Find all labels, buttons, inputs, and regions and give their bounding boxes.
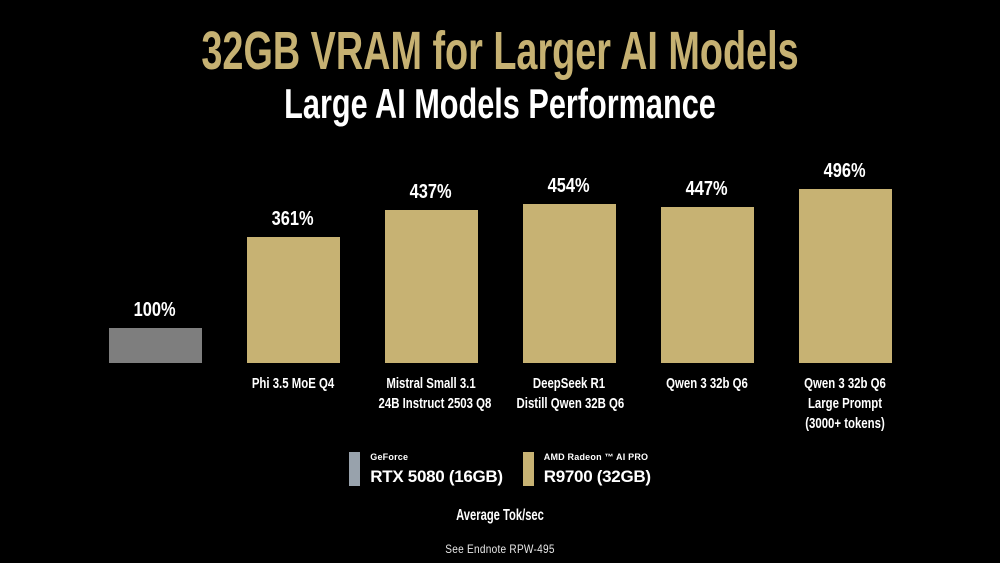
category-line: DeepSeek R1: [532, 375, 606, 392]
category-label-qwen: Qwen 3 32b Q6: [638, 374, 776, 434]
axis-note: Average Tok/sec: [456, 507, 544, 524]
amd-color-swatch: [522, 452, 534, 486]
bar-phi-3-5-moe: [246, 237, 340, 363]
bar-column-qwen: 447%: [638, 179, 776, 363]
bar-qwen3-32b: [660, 207, 754, 363]
bar-qwen3-32b-large-prompt: [798, 189, 892, 363]
bar-deepseek-r1: [522, 204, 616, 363]
bar-column-phi: 361%: [224, 209, 362, 363]
bar-column-qwen-large-prompt: 496%: [776, 161, 914, 363]
legend-brand-geforce: GeForce: [370, 452, 409, 462]
bar-mistral-small: [384, 210, 478, 363]
value-label: 496%: [824, 160, 866, 182]
category-labels-row: Phi 3.5 MoE Q4 Mistral Small 3.1 24B Ins…: [86, 374, 914, 434]
legend-item-amd: AMD Radeon ™ AI PRO R9700 (32GB): [522, 452, 651, 486]
page-title: 32GB VRAM for Larger AI Models: [201, 21, 799, 81]
bar-column-deepseek: 454%: [500, 176, 638, 363]
category-line: Phi 3.5 MoE Q4: [251, 375, 335, 392]
legend-brand-amd-radeon: AMD Radeon ™ AI PRO: [543, 452, 649, 462]
geforce-color-swatch: [349, 452, 361, 486]
value-label: 454%: [548, 175, 590, 197]
bar-baseline-rtx5080: [108, 328, 202, 363]
category-label-deepseek: DeepSeek R1 Distill Qwen 32B Q6: [500, 374, 638, 434]
category-line: Distill Qwen 32B Q6: [516, 395, 625, 412]
category-label-phi: Phi 3.5 MoE Q4: [224, 374, 362, 434]
category-line: 24B Instruct 2503 Q8: [378, 395, 492, 412]
category-label-mistral: Mistral Small 3.1 24B Instruct 2503 Q8: [362, 374, 500, 434]
category-line: Mistral Small 3.1: [386, 375, 476, 392]
endnote: See Endnote RPW-495: [445, 542, 555, 556]
category-line: Qwen 3 32b Q6: [804, 375, 886, 392]
category-line: (3000+ tokens): [805, 415, 885, 432]
category-label-baseline: [86, 374, 224, 434]
category-line: Large Prompt: [807, 395, 883, 412]
value-label: 437%: [410, 181, 452, 203]
bar-chart: 100% 361% 437% 454% 447% 496%: [86, 0, 914, 363]
chart-subtitle: Large AI Models Performance: [284, 80, 716, 127]
legend-item-geforce: GeForce RTX 5080 (16GB): [349, 452, 503, 486]
bar-column-mistral: 437%: [362, 182, 500, 363]
legend-model-r9700: R9700 (32GB): [543, 467, 651, 486]
legend-model-rtx5080: RTX 5080 (16GB): [370, 467, 503, 486]
legend: GeForce RTX 5080 (16GB) AMD Radeon ™ AI …: [0, 452, 1000, 486]
category-line: Qwen 3 32b Q6: [666, 375, 748, 392]
bar-column-baseline: 100%: [86, 300, 224, 363]
value-label: 100%: [134, 299, 176, 321]
value-label: 447%: [686, 178, 728, 200]
category-label-qwen-large-prompt: Qwen 3 32b Q6 Large Prompt (3000+ tokens…: [776, 374, 914, 434]
value-label: 361%: [272, 208, 314, 230]
